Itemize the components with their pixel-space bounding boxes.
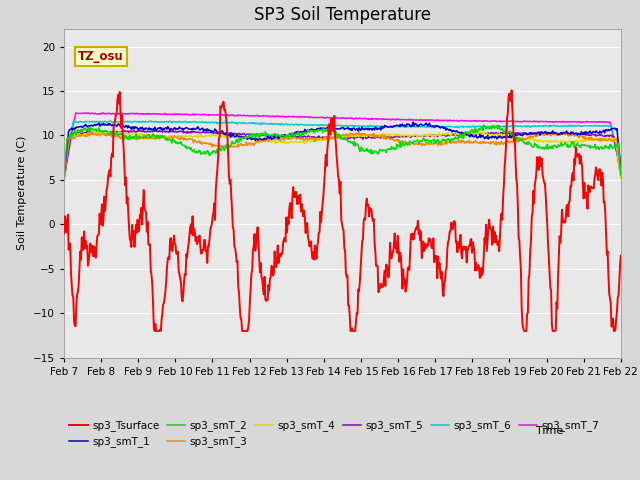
Y-axis label: Soil Temperature (C): Soil Temperature (C) <box>17 136 28 251</box>
Title: SP3 Soil Temperature: SP3 Soil Temperature <box>254 6 431 24</box>
Legend: sp3_Tsurface, sp3_smT_1, sp3_smT_2, sp3_smT_3, sp3_smT_4, sp3_smT_5, sp3_smT_6, : sp3_Tsurface, sp3_smT_1, sp3_smT_2, sp3_… <box>69 420 599 447</box>
Text: Time: Time <box>536 426 563 436</box>
Text: TZ_osu: TZ_osu <box>78 50 124 63</box>
